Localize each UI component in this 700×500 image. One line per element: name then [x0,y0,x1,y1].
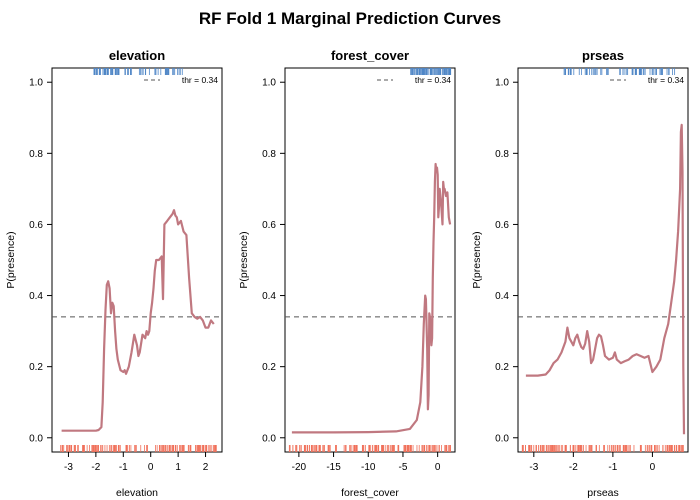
y-tick-label: 0.2 [262,362,276,373]
x-tick-label: 0 [650,462,656,473]
y-tick-label: 0.4 [495,291,509,302]
y-tick-label: 0.2 [495,362,509,373]
x-tick-label: -15 [326,462,341,473]
plot-frame [51,67,223,453]
y-tick-label: 0.0 [495,433,509,444]
legend-label: thr = 0.34 [415,75,451,85]
y-tick-label: 0.0 [262,433,276,444]
y-tick-label: 0.8 [29,149,43,160]
y-tick-label: 0.4 [262,291,276,302]
y-tick-label: 0.8 [495,149,509,160]
main-title: RF Fold 1 Marginal Prediction Curves [199,9,501,28]
x-tick-label: 2 [203,462,209,473]
panel-forest-cover: forest_cover forest_cover P(presence) th… [238,48,456,499]
panel-elevation: elevation elevation P(presence) thr = 0.… [5,48,223,499]
x-tick-label: -1 [608,462,617,473]
y-tick-label: 1.0 [262,78,276,89]
y-tick-label: 1.0 [29,78,43,89]
y-tick-label: 1.0 [495,78,509,89]
x-tick-label: -3 [64,462,73,473]
y-tick-label: 0.0 [29,433,43,444]
x-axis-label: prseas [587,487,619,499]
y-tick-label: 0.6 [262,220,276,231]
panel-title: forest_cover [331,48,409,63]
y-tick-label: 0.6 [495,220,509,231]
y-axis-label: P(presence) [5,231,17,288]
plot-frame [517,67,689,453]
prediction-curve [525,123,686,435]
x-tick-label: -3 [529,462,538,473]
y-tick-label: 0.2 [29,362,43,373]
panel-title: prseas [582,48,624,63]
y-axis-label: P(presence) [238,231,250,288]
x-tick-label: -1 [119,462,128,473]
x-tick-label: -10 [361,462,376,473]
y-tick-label: 0.8 [262,149,276,160]
x-tick-label: -2 [569,462,578,473]
x-tick-label: 0 [435,462,441,473]
prediction-curve [291,162,452,434]
panel-prseas: prseas prseas P(presence) thr = 0.34 -3 -… [471,48,689,499]
x-tick-label: -20 [292,462,307,473]
legend-label: thr = 0.34 [648,75,684,85]
x-tick-label: -5 [399,462,408,473]
prediction-curve [61,209,215,432]
x-axis-label: forest_cover [341,487,399,499]
y-tick-label: 0.4 [29,291,43,302]
x-tick-label: 0 [148,462,154,473]
legend-label: thr = 0.34 [182,75,218,85]
panel-title: elevation [109,48,165,63]
y-tick-label: 0.6 [29,220,43,231]
y-axis-label: P(presence) [471,231,483,288]
x-tick-label: -2 [91,462,100,473]
x-tick-label: 1 [175,462,181,473]
x-axis-label: elevation [116,487,158,499]
